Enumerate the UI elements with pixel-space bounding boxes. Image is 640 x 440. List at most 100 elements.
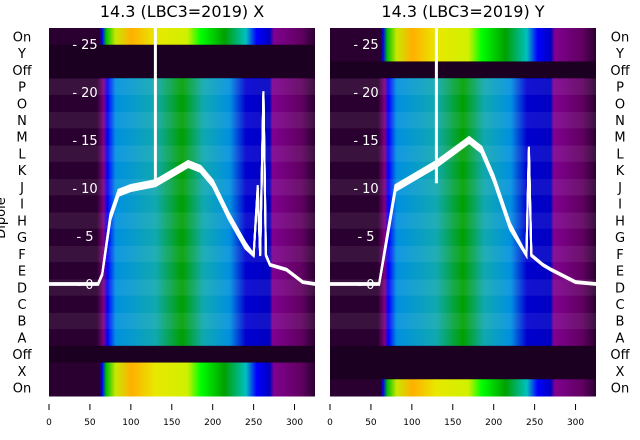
overlay-y-tick-label: - 15 <box>353 134 378 149</box>
x-tick-label: 250 <box>526 418 543 428</box>
row-label: K <box>18 164 27 179</box>
heatmap-row <box>330 345 596 364</box>
row-label: E <box>616 265 624 280</box>
heatmap-row <box>49 28 315 46</box>
heatmap-row <box>330 262 596 280</box>
row-label: G <box>615 231 625 246</box>
heatmap-row <box>49 111 315 129</box>
row-label: A <box>616 331 625 346</box>
heatmap-row <box>49 295 315 313</box>
row-label: J <box>617 181 622 196</box>
heatmap-row <box>49 195 315 213</box>
row-label: A <box>18 331 27 346</box>
row-label: Off <box>12 64 32 79</box>
x-tick-label: 300 <box>286 418 303 428</box>
heatmap-row <box>49 78 315 96</box>
row-label: G <box>17 231 27 246</box>
row-label: N <box>17 114 27 129</box>
row-label: C <box>17 298 26 313</box>
row-label: H <box>17 214 27 229</box>
row-label: I <box>20 198 24 213</box>
row-label: X <box>18 365 27 380</box>
overlay-y-tick-label: - 5 <box>76 230 93 245</box>
x-tick-label: 0 <box>327 418 333 428</box>
overlay-y-tick-label: - 20 <box>353 86 378 101</box>
heatmap-row <box>330 28 596 46</box>
x-tick-label: 50 <box>365 418 377 428</box>
row-label: J <box>19 181 24 196</box>
heatmap-row <box>49 212 315 230</box>
heatmap-row <box>49 228 315 246</box>
x-tick-label: 100 <box>122 418 139 428</box>
heatmap-row <box>330 111 596 129</box>
row-label: M <box>614 131 625 146</box>
heatmap-row <box>49 44 315 62</box>
heatmap-row <box>49 178 315 196</box>
heatmap-row <box>330 44 596 62</box>
overlay-y-tick-label: - 25 <box>353 38 378 53</box>
panel-title: 14.3 (LBC3=2019) Y <box>381 2 544 21</box>
row-label: On <box>611 382 629 397</box>
row-label: On <box>13 30 31 45</box>
row-label: D <box>615 281 625 296</box>
heatmap-row <box>330 295 596 313</box>
overlay-y-tick-label: - 25 <box>72 38 97 53</box>
row-label: Y <box>17 47 26 62</box>
row-label: O <box>17 97 27 112</box>
row-label: D <box>17 281 27 296</box>
heatmap-row <box>330 212 596 230</box>
row-label: F <box>18 248 25 263</box>
row-label: B <box>18 315 27 330</box>
heatmap-row <box>330 278 596 297</box>
y-axis-label: Dipole <box>0 197 9 238</box>
heatmap-row <box>49 379 315 397</box>
heatmap-row <box>49 94 315 113</box>
row-label: E <box>18 265 26 280</box>
x-tick-label: 250 <box>245 418 262 428</box>
heatmap-row <box>330 329 596 347</box>
overlay-y-tick-label: - 20 <box>72 86 97 101</box>
heatmap-row <box>330 312 596 330</box>
row-label: Y <box>615 47 624 62</box>
heatmap-row <box>330 379 596 397</box>
heatmap-row <box>330 228 596 246</box>
row-label: B <box>616 315 625 330</box>
row-label: Off <box>12 348 32 363</box>
heatmap-row <box>49 278 315 297</box>
x-tick-label: 100 <box>403 418 420 428</box>
heatmap-row <box>330 128 596 146</box>
overlay-y-tick-label: - 10 <box>72 182 97 197</box>
heatmap-row <box>330 245 596 263</box>
heatmap-row <box>330 195 596 213</box>
heatmap-row <box>49 345 315 364</box>
row-label: M <box>16 131 27 146</box>
heatmap-row <box>49 61 315 79</box>
row-label: O <box>615 97 625 112</box>
row-label: X <box>616 365 625 380</box>
row-label: P <box>616 81 624 96</box>
heatmap-row <box>330 161 596 180</box>
row-label: L <box>18 147 26 162</box>
row-label: P <box>18 81 26 96</box>
row-label: Off <box>610 348 630 363</box>
row-label: I <box>618 198 622 213</box>
heatmap-row <box>49 312 315 330</box>
heatmap-row <box>330 78 596 96</box>
heatmap-row <box>49 128 315 146</box>
row-label: N <box>615 114 625 129</box>
overlay-y-tick-label: - 15 <box>72 134 97 149</box>
overlay-y-tick-label: - 5 <box>357 230 374 245</box>
row-label: K <box>616 164 625 179</box>
x-tick-label: 150 <box>163 418 180 428</box>
x-tick-label: 150 <box>444 418 461 428</box>
row-label: On <box>611 30 629 45</box>
row-label: Off <box>610 64 630 79</box>
heatmap-row <box>49 245 315 263</box>
heatmap-row <box>49 362 315 380</box>
x-tick-label: 200 <box>485 418 502 428</box>
x-tick-label: 0 <box>46 418 52 428</box>
row-label: C <box>615 298 624 313</box>
heatmap-row <box>49 145 315 163</box>
